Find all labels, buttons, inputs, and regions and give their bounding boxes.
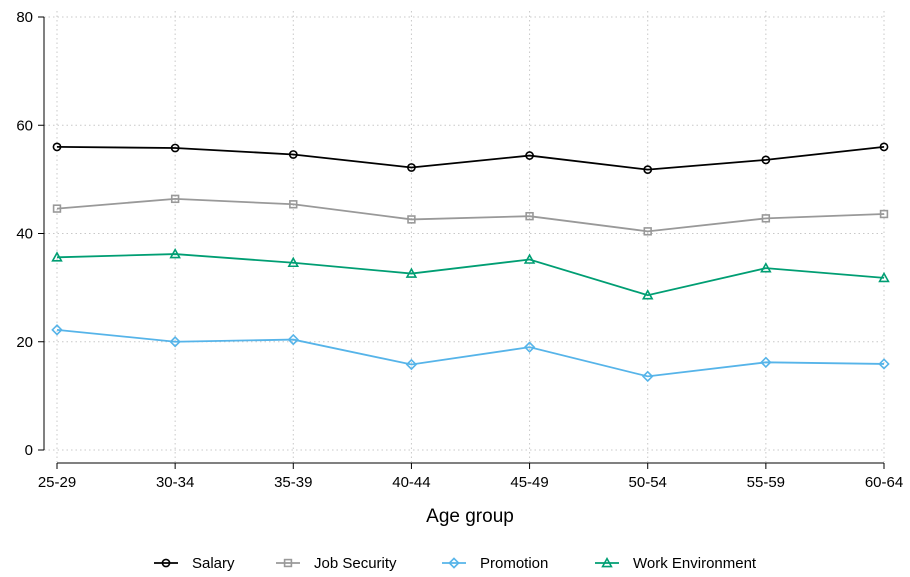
legend-item: Work Environment — [595, 555, 757, 572]
data-point — [878, 358, 890, 370]
y-tick-label: 0 — [25, 442, 33, 459]
x-tick-label: 25-29 — [38, 474, 76, 491]
data-point — [523, 341, 536, 353]
legend-label: Salary — [192, 555, 235, 572]
series-line — [56, 253, 885, 297]
data-point — [51, 324, 63, 336]
data-point — [52, 204, 62, 213]
data-point — [169, 336, 181, 348]
legend-label: Work Environment — [633, 555, 757, 572]
x-tick-label: 55-59 — [747, 474, 785, 491]
data-point — [52, 142, 62, 152]
legend-item: Job Security — [276, 555, 397, 572]
data-point — [879, 209, 889, 219]
data-point — [407, 163, 416, 172]
legend-marker — [161, 558, 171, 568]
data-point — [51, 251, 63, 262]
legend-item: Promotion — [442, 555, 548, 572]
data-point — [289, 200, 298, 209]
legend-marker — [601, 556, 613, 568]
legend-marker — [283, 558, 293, 568]
grid-lines — [44, 11, 885, 462]
data-point — [643, 165, 653, 175]
y-tick-label: 40 — [16, 226, 33, 243]
series-work-environment — [51, 248, 890, 300]
legend: Salary Job Security Promotion Work Environm… — [154, 555, 757, 572]
series-line — [56, 197, 885, 233]
data-point — [760, 356, 772, 369]
data-point — [760, 262, 772, 273]
data-point — [170, 143, 180, 153]
legend-marker — [448, 557, 460, 569]
x-tick-label: 30-34 — [156, 474, 194, 491]
y-tick-label: 80 — [16, 9, 33, 26]
data-point — [170, 194, 180, 204]
data-point — [525, 151, 534, 160]
x-tick-label: 50-54 — [629, 474, 667, 491]
data-point — [288, 150, 298, 159]
axes: 0 20 40 60 80 25-29 30-34 35-39 40-44 45-49 50-54 5… — [16, 9, 903, 491]
data-point — [761, 155, 771, 165]
x-axis-title: Age group — [426, 506, 514, 527]
data-point — [287, 333, 300, 346]
data-point — [405, 267, 418, 278]
data-point — [405, 358, 418, 371]
data-point — [761, 214, 771, 223]
series-group — [51, 142, 890, 383]
series-line — [56, 146, 885, 171]
data-point — [878, 271, 890, 283]
data-point — [169, 248, 181, 259]
x-tick-label: 40-44 — [392, 474, 430, 491]
data-point — [523, 253, 536, 264]
y-tick-label: 60 — [16, 117, 33, 134]
series-line — [56, 328, 885, 378]
data-point — [641, 370, 654, 383]
legend-label: Job Security — [314, 555, 397, 572]
data-point — [287, 256, 300, 268]
x-tick-label: 35-39 — [274, 474, 312, 491]
data-point — [643, 227, 652, 236]
data-point — [407, 215, 416, 224]
data-point — [525, 211, 534, 221]
series-promotion — [51, 324, 890, 383]
series-job-security — [52, 194, 889, 236]
x-tick-label: 60-64 — [865, 474, 903, 491]
legend-item: Salary — [154, 555, 235, 572]
x-tick-label: 45-49 — [510, 474, 548, 491]
data-point — [879, 142, 889, 152]
series-salary — [52, 142, 889, 175]
data-point — [641, 289, 654, 300]
legend-label: Promotion — [480, 555, 548, 572]
y-tick-label: 20 — [16, 334, 33, 351]
